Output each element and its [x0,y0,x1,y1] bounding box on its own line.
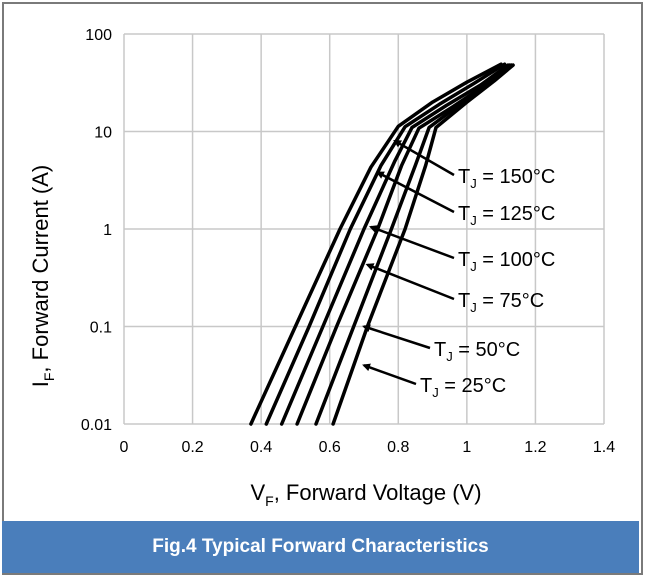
series-line-1 [249,62,503,426]
annotation-arrow [368,225,455,260]
y-tick-label: 1 [103,222,112,239]
annotation-label: TJ = 75°C [458,290,544,315]
annotation-label: TJ = 100°C [458,249,555,274]
series-group [249,62,515,426]
annotation-arrow [375,171,455,214]
x-tick-label: 1.2 [524,439,546,456]
annotation-arrow [362,363,417,386]
figure-caption: Fig.4 Typical Forward Characteristics [2,521,639,573]
series-line-3 [279,63,510,426]
tick-labels: 0 0.2 0.4 0.6 0.8 1 1.2 1.4 0.01 0.1 1 10 100 [81,27,615,456]
x-tick-label: 0.6 [319,439,341,456]
annotation-label: TJ = 125°C [458,203,555,228]
annotation-arrow [362,324,431,350]
x-tick-label: 0.8 [387,439,409,456]
annotation-label: TJ = 50°C [434,339,520,364]
x-tick-label: 1 [462,439,471,456]
x-tick-label: 1.4 [593,439,615,456]
annotations: TJ = 150°C TJ = 125°C TJ = 100°C TJ = 75°C T… [362,139,555,400]
x-tick-label: 0.2 [181,439,203,456]
annotation-label: TJ = 25°C [420,375,506,400]
annotation-label: TJ = 150°C [458,166,555,191]
y-axis-label: IF, Forward Current (A) [28,165,57,388]
annotation-arrow [365,263,455,301]
annotation-arrow [393,139,455,177]
y-tick-label: 10 [94,125,112,142]
y-tick-label: 100 [85,27,112,44]
series-line-6 [331,63,515,426]
x-axis-label: VF, Forward Voltage (V) [250,480,481,509]
y-tick-label: 0.01 [81,417,112,434]
y-tick-label: 0.1 [90,320,112,337]
series-line-2 [264,62,507,426]
x-tick-label: 0 [120,439,129,456]
x-tick-label: 0.4 [250,439,272,456]
